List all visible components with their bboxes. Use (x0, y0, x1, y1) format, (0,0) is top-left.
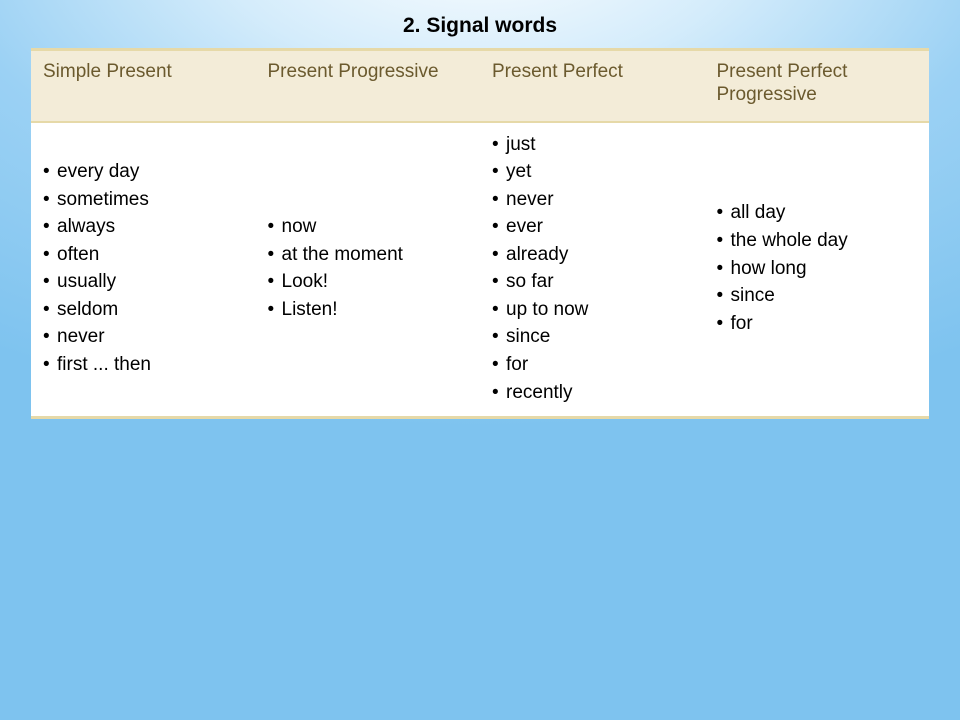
list-item: every day (43, 158, 244, 186)
cell-present-perfect-progressive: all day the whole day how long since for (705, 122, 930, 418)
list-item: seldom (43, 296, 244, 324)
list-item: always (43, 213, 244, 241)
list-item: already (492, 241, 693, 269)
list-present-progressive: now at the moment Look! Listen! (268, 213, 469, 323)
list-item: just (492, 131, 693, 159)
list-item: now (268, 213, 469, 241)
list-item: the whole day (717, 227, 918, 255)
list-present-perfect-progressive: all day the whole day how long since for (717, 199, 918, 337)
list-item: up to now (492, 296, 693, 324)
col-header-present-perfect-progressive: Present Perfect Progressive (705, 50, 930, 122)
list-item: never (43, 323, 244, 351)
list-item: recently (492, 379, 693, 407)
list-item: first ... then (43, 351, 244, 379)
list-item: for (717, 310, 918, 338)
cell-present-progressive: now at the moment Look! Listen! (256, 122, 481, 418)
list-present-perfect: just yet never ever already so far up to… (492, 131, 693, 406)
list-item: all day (717, 199, 918, 227)
list-item: at the moment (268, 241, 469, 269)
table-header-row: Simple Present Present Progressive Prese… (31, 50, 929, 122)
list-item: how long (717, 255, 918, 283)
signal-words-table: Simple Present Present Progressive Prese… (31, 48, 929, 419)
col-header-simple-present: Simple Present (31, 50, 256, 122)
list-item: so far (492, 268, 693, 296)
list-item: since (717, 282, 918, 310)
list-item: yet (492, 158, 693, 186)
slide-title: 2. Signal words (0, 0, 960, 48)
slide: 2. Signal words Simple Present Present P… (0, 0, 960, 720)
col-header-present-perfect: Present Perfect (480, 50, 705, 122)
list-item: for (492, 351, 693, 379)
list-item: often (43, 241, 244, 269)
list-item: never (492, 186, 693, 214)
list-item: sometimes (43, 186, 244, 214)
list-item: Look! (268, 268, 469, 296)
list-item: Listen! (268, 296, 469, 324)
list-item: usually (43, 268, 244, 296)
cell-present-perfect: just yet never ever already so far up to… (480, 122, 705, 418)
list-simple-present: every day sometimes always often usually… (43, 158, 244, 378)
table-row: every day sometimes always often usually… (31, 122, 929, 418)
list-item: ever (492, 213, 693, 241)
cell-simple-present: every day sometimes always often usually… (31, 122, 256, 418)
col-header-present-progressive: Present Progressive (256, 50, 481, 122)
list-item: since (492, 323, 693, 351)
